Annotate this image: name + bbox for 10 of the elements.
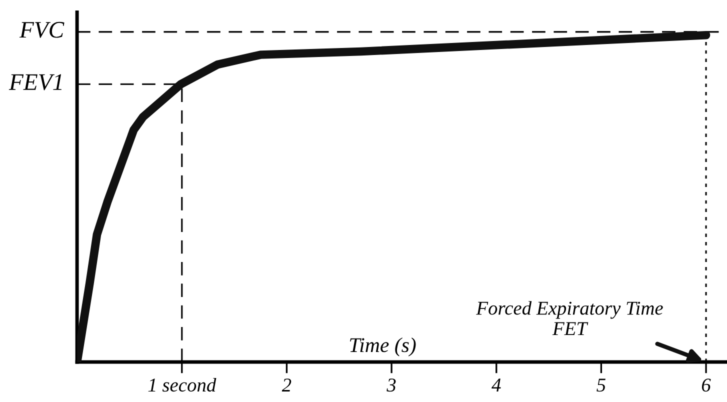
x-axis-title: Time (s) xyxy=(350,338,416,356)
x-tick-label: 1 second xyxy=(148,378,216,392)
ref-line-label: FEV1 xyxy=(8,74,62,90)
x-tick-label: 5 xyxy=(596,378,606,392)
annotation: Forced Expiratory Time FET xyxy=(476,301,663,335)
x-tick-label: 4 xyxy=(492,378,501,392)
x-tick-label: 3 xyxy=(386,378,396,392)
ref-line-label: FVC xyxy=(19,22,64,38)
x-tick-label: 6 xyxy=(702,378,711,392)
x-tick-label: 2 xyxy=(282,378,292,392)
